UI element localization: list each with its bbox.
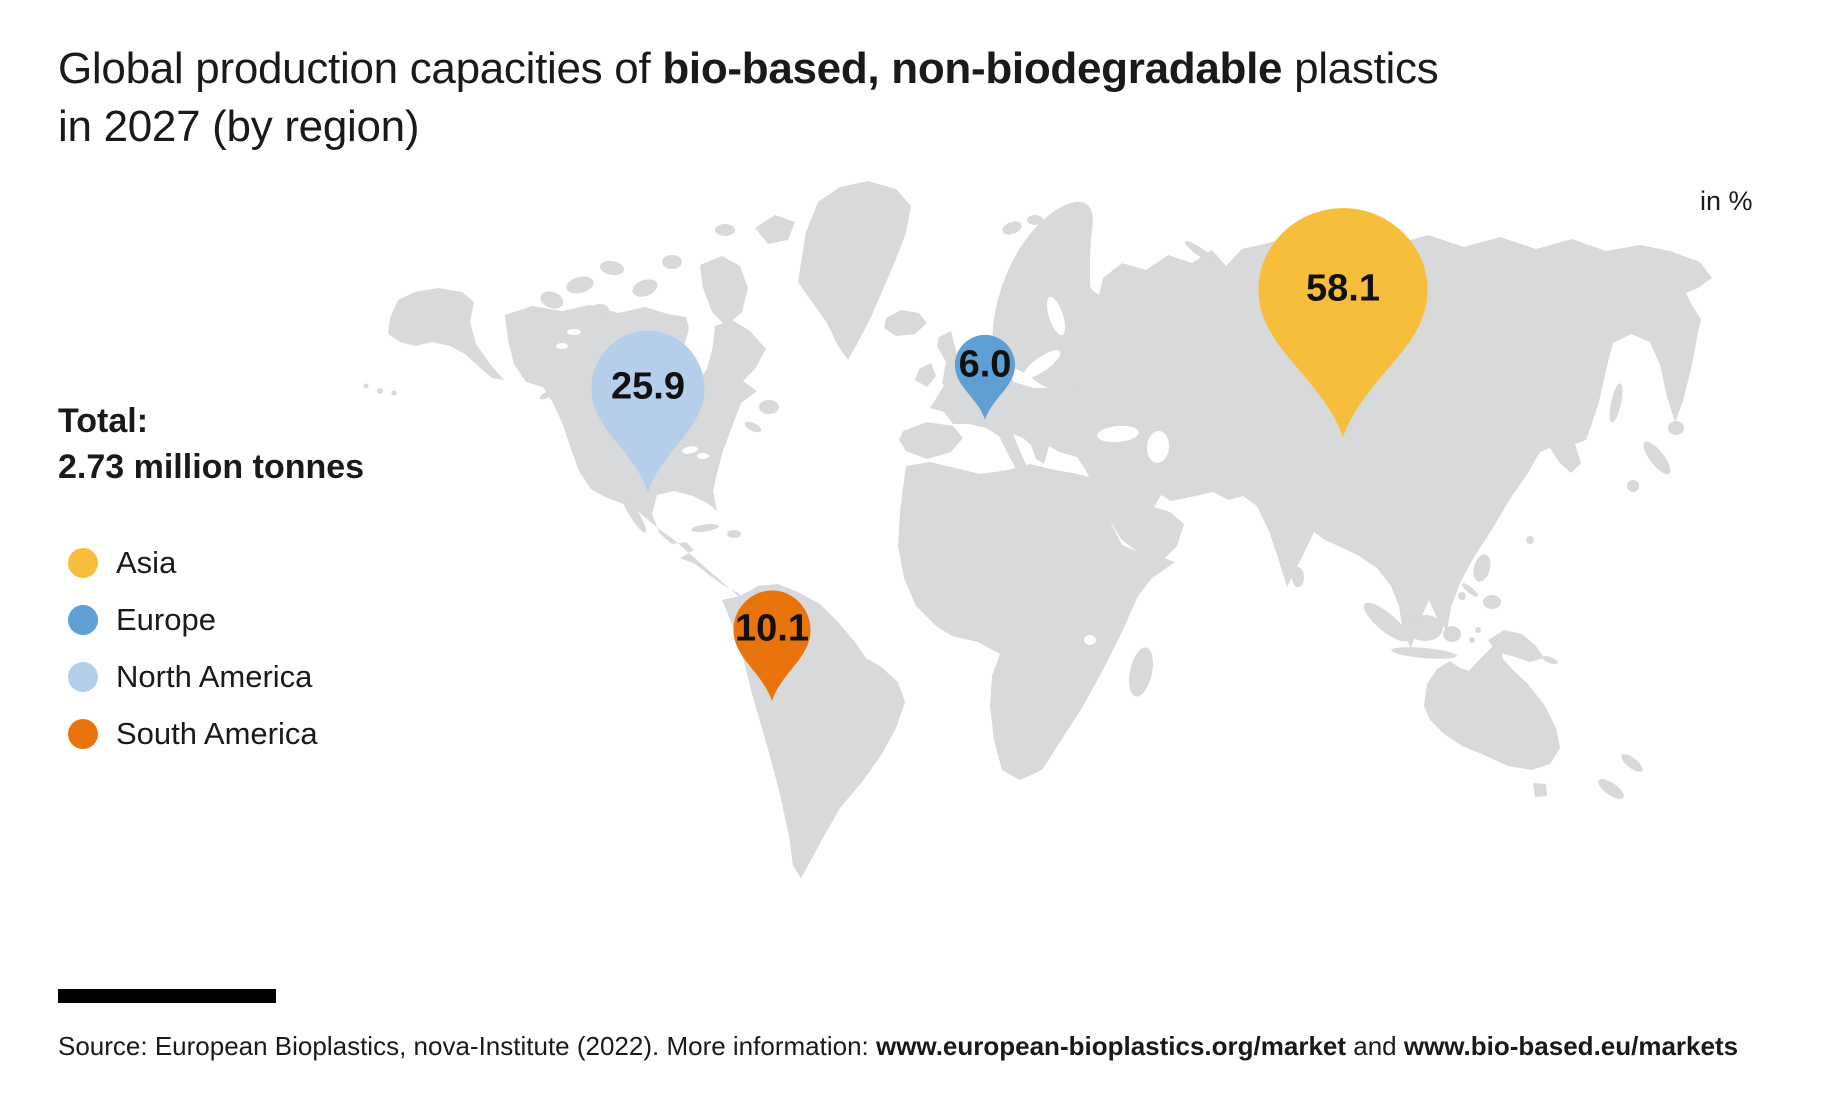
legend-label-asia: Asia [116,545,177,580]
legend-dot-europe [68,605,98,635]
total-label: Total: [58,402,149,440]
legend-dot-south-america [68,719,98,749]
title-part-regular-1: Global production capacities of [58,44,663,93]
marker-pin-south-america-shape [733,590,811,702]
source-text: Source: European Bioplastics, nova-Insti… [58,1031,876,1061]
marker-value-europe: 6.0 [958,343,1012,386]
legend-label-north-america: North America [116,659,313,694]
marker-pin-europe: 6.0 [953,333,1017,421]
legend-label-south-america: South America [116,716,318,751]
legend-item-north-america: North America [68,659,318,694]
source-and: and [1346,1031,1404,1061]
legend: Asia Europe North America South America [68,545,318,776]
marker-pin-south-america: 10.1 [731,588,813,703]
marker-value-north-america: 25.9 [611,365,685,408]
world-map-water [556,296,1170,645]
marker-value-south-america: 10.1 [735,607,809,650]
page-title: Global production capacities of bio-base… [58,40,1439,156]
legend-dot-asia [68,548,98,578]
unit-note: in % [1700,186,1753,216]
total-block: Total: 2.73 million tonnes [58,398,364,490]
world-map-land [363,181,1712,878]
marker-pin-europe-shape [954,334,1016,420]
footer-divider-bar [58,989,276,1003]
marker-pin-north-america-shape [591,330,705,493]
marker-pin-asia: 58.1 [1253,203,1433,441]
legend-label-europe: Europe [116,602,216,637]
world-map [363,181,1712,878]
marker-pin-asia-shape [1258,208,1428,438]
source-link-1: www.european-bioplastics.org/market [875,1031,1347,1061]
legend-item-europe: Europe [68,602,318,637]
source-line: Source: European Bioplastics, nova-Insti… [58,1031,1738,1062]
marker-value-asia: 58.1 [1306,267,1380,310]
total-value: 2.73 million tonnes [58,448,365,486]
marker-pin-north-america: 25.9 [588,327,708,495]
title-part-bold: bio-based, non-biodegradable [662,44,1283,93]
legend-dot-north-america [68,662,98,692]
title-line-2: in 2027 (by region) [58,102,420,151]
title-part-regular-2: plastics [1282,44,1439,93]
legend-item-south-america: South America [68,716,318,751]
legend-item-asia: Asia [68,545,318,580]
source-link-2: www.bio-based.eu/markets [1403,1031,1739,1061]
